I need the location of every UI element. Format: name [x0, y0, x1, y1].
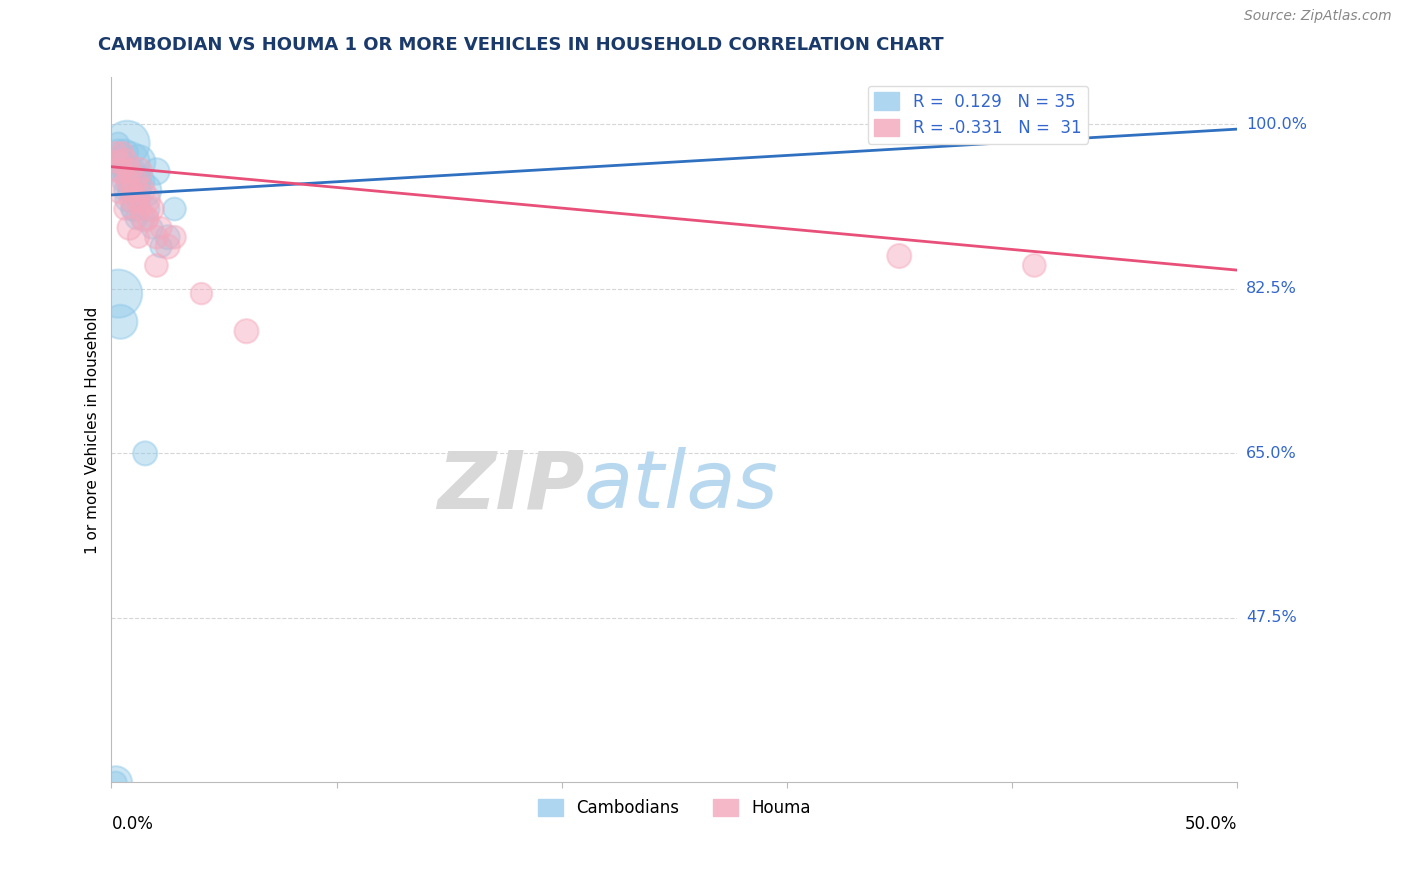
Point: [122, 174, 145, 188]
Point: [118, 164, 141, 178]
Point: [125, 193, 148, 207]
Text: 100.0%: 100.0%: [1246, 117, 1308, 132]
Point: [156, 230, 179, 244]
Point: [141, 202, 163, 216]
Point: [104, 155, 127, 169]
Point: [122, 193, 145, 207]
Point: [190, 286, 212, 301]
Point: [149, 239, 172, 253]
Point: [134, 446, 156, 460]
Point: [163, 230, 186, 244]
Point: [145, 164, 167, 178]
Point: [132, 183, 155, 197]
Text: 0.0%: 0.0%: [111, 815, 153, 833]
Point: [111, 174, 134, 188]
Point: [111, 155, 134, 169]
Point: [145, 230, 167, 244]
Point: [136, 202, 159, 216]
Point: [110, 315, 132, 329]
Point: [114, 202, 136, 216]
Point: [114, 155, 136, 169]
Point: [104, 145, 127, 160]
Point: [110, 183, 132, 197]
Point: [118, 183, 141, 197]
Point: [115, 193, 138, 207]
Point: [121, 202, 143, 216]
Point: [156, 239, 179, 253]
Point: [136, 211, 159, 226]
Point: [115, 174, 138, 188]
Point: [127, 164, 149, 178]
Text: 65.0%: 65.0%: [1246, 446, 1296, 461]
Point: [127, 155, 149, 169]
Text: Source: ZipAtlas.com: Source: ZipAtlas.com: [1244, 9, 1392, 23]
Point: [121, 183, 143, 197]
Point: [134, 183, 156, 197]
Text: 82.5%: 82.5%: [1246, 281, 1296, 296]
Point: [125, 183, 148, 197]
Text: 47.5%: 47.5%: [1246, 610, 1296, 625]
Point: [110, 164, 132, 178]
Point: [141, 220, 163, 235]
Point: [107, 155, 129, 169]
Legend: Cambodians, Houma: Cambodians, Houma: [531, 792, 817, 823]
Point: [107, 136, 129, 151]
Point: [118, 220, 141, 235]
Text: atlas: atlas: [583, 447, 779, 525]
Point: [122, 202, 145, 216]
Point: [122, 174, 145, 188]
Point: [145, 259, 167, 273]
Point: [110, 164, 132, 178]
Point: [115, 136, 138, 151]
Point: [134, 193, 156, 207]
Point: [114, 183, 136, 197]
Point: [111, 145, 134, 160]
Text: ZIP: ZIP: [437, 447, 583, 525]
Point: [134, 211, 156, 226]
Text: 50.0%: 50.0%: [1184, 815, 1237, 833]
Point: [107, 145, 129, 160]
Point: [127, 193, 149, 207]
Point: [889, 249, 911, 263]
Text: CAMBODIAN VS HOUMA 1 OR MORE VEHICLES IN HOUSEHOLD CORRELATION CHART: CAMBODIAN VS HOUMA 1 OR MORE VEHICLES IN…: [98, 36, 943, 54]
Point: [104, 775, 127, 789]
Point: [107, 286, 129, 301]
Y-axis label: 1 or more Vehicles in Household: 1 or more Vehicles in Household: [86, 306, 100, 554]
Point: [118, 155, 141, 169]
Point: [114, 145, 136, 160]
Point: [104, 775, 127, 789]
Point: [132, 211, 155, 226]
Point: [115, 164, 138, 178]
Point: [125, 211, 148, 226]
Point: [163, 202, 186, 216]
Point: [149, 220, 172, 235]
Point: [235, 324, 257, 338]
Point: [129, 202, 152, 216]
Point: [127, 230, 149, 244]
Point: [121, 164, 143, 178]
Point: [129, 174, 152, 188]
Point: [1024, 259, 1046, 273]
